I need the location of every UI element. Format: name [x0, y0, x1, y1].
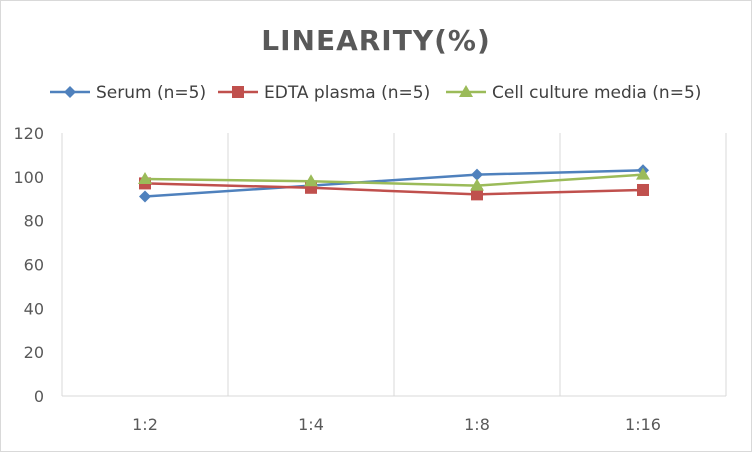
- series-line: [144, 182, 644, 196]
- series-2: [138, 167, 650, 191]
- y-tick-label: 80: [24, 212, 44, 231]
- legend-label: Serum (n=5): [96, 83, 206, 103]
- x-tick-label: 1:2: [132, 415, 158, 434]
- y-tick-label: 100: [13, 168, 44, 187]
- legend-item: Serum (n=5): [50, 83, 206, 103]
- legend: Serum (n=5) EDTA plasma (n=5) Cell culture…: [50, 83, 701, 103]
- x-tick-label: 1:16: [625, 415, 661, 434]
- legend-label: EDTA plasma (n=5): [264, 83, 430, 103]
- legend-marker: [64, 86, 76, 98]
- series-line: [144, 169, 644, 198]
- legend-label: Cell culture media (n=5): [492, 83, 701, 103]
- y-tick-label: 0: [34, 387, 44, 406]
- legend-marker: [459, 85, 473, 97]
- x-tick-label: 1:4: [298, 415, 324, 434]
- legend-item: Cell culture media (n=5): [446, 83, 701, 103]
- y-tick-label: 40: [24, 299, 44, 318]
- data-point: [138, 172, 152, 185]
- legend-marker: [232, 86, 244, 98]
- data-point: [139, 190, 151, 203]
- data-point: [304, 174, 318, 187]
- y-axis-ticks: 0 20 40 60 80 100 120: [13, 124, 44, 406]
- y-tick-label: 60: [24, 256, 44, 275]
- x-tick-label: 1:8: [464, 415, 490, 434]
- data-point: [636, 167, 650, 180]
- data-point: [470, 178, 484, 191]
- legend-item: EDTA plasma (n=5): [218, 83, 430, 103]
- y-tick-label: 120: [13, 124, 44, 143]
- x-axis-ticks: 1:2 1:4 1:8 1:16: [132, 415, 661, 434]
- plot-grid: [61, 133, 727, 397]
- chart-title: LINEARITY(%): [261, 24, 491, 57]
- data-point: [637, 183, 649, 196]
- series-line: [144, 173, 644, 187]
- y-tick-label: 20: [24, 343, 44, 362]
- data-point: [471, 188, 483, 201]
- series-lines: [138, 164, 650, 203]
- data-point: [471, 168, 483, 181]
